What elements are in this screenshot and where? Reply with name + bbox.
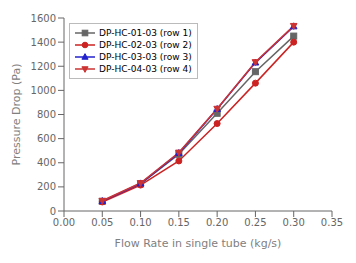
svg-text:800: 800 [37,109,56,120]
svg-text:400: 400 [37,157,56,168]
svg-text:1000: 1000 [31,85,56,96]
svg-text:0.20: 0.20 [206,217,228,228]
svg-text:0.10: 0.10 [129,217,151,228]
svg-text:0.30: 0.30 [283,217,305,228]
svg-text:Pressure Drop (Pa): Pressure Drop (Pa) [10,64,23,166]
svg-text:Flow Rate in single tube (kg/s: Flow Rate in single tube (kg/s) [115,237,282,250]
svg-text:0.05: 0.05 [91,217,113,228]
html-text:DP-HC-03-03 (row 3): DP-HC-03-03 (row 3) [99,52,192,62]
svg-text:0.15: 0.15 [168,217,190,228]
html-text:DP-HC-01-03 (row 1): DP-HC-01-03 (row 1) [99,28,192,38]
svg-text:0.00: 0.00 [53,217,75,228]
svg-text:0: 0 [50,206,56,217]
svg-text:1400: 1400 [31,37,56,48]
html-text:DP-HC-02-03 (row 2): DP-HC-02-03 (row 2) [99,40,192,50]
svg-text:0.25: 0.25 [244,217,266,228]
svg-text:600: 600 [37,133,56,144]
svg-text:200: 200 [37,181,56,192]
svg-text:1200: 1200 [31,61,56,72]
svg-text:1600: 1600 [31,13,56,24]
svg-text:0.35: 0.35 [321,217,343,228]
html-text:DP-HC-04-03 (row 4): DP-HC-04-03 (row 4) [99,64,192,74]
